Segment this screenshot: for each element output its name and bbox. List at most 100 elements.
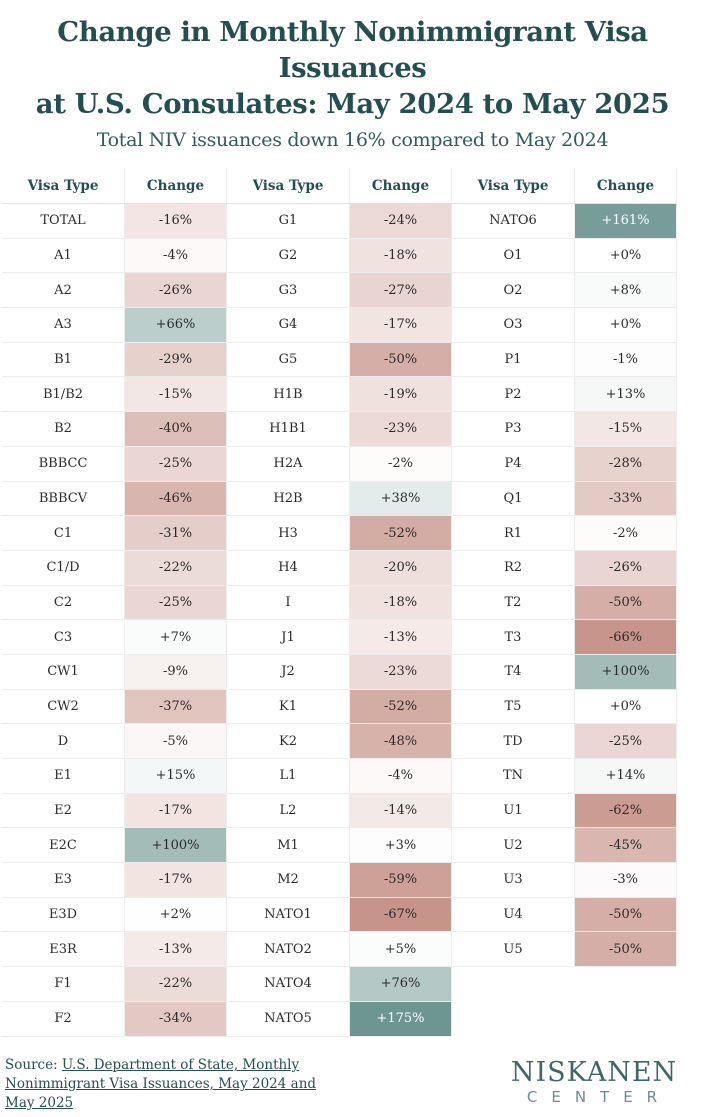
table-row: T5 +0% — [452, 689, 677, 725]
visa-type-cell: H3 — [278, 525, 298, 541]
visa-type-cell: G3 — [278, 282, 298, 298]
table-row: E3R -13% — [2, 932, 227, 968]
change-cell: -45% — [574, 828, 677, 863]
change-cell: -15% — [124, 377, 227, 412]
table-row: R2 -26% — [452, 550, 677, 586]
visa-type-cell: H1B — [273, 386, 303, 402]
table-row: R1 -2% — [452, 516, 677, 551]
change-cell: -29% — [124, 342, 227, 377]
change-cell: -26% — [124, 273, 227, 308]
visa-type-cell: BBBCC — [38, 456, 88, 472]
table-row: U2 -45% — [452, 828, 677, 864]
change-cell: +175% — [349, 1001, 452, 1036]
change-cell: -20% — [349, 550, 452, 585]
table-row: T3 -66% — [452, 620, 677, 655]
table-row: NATO4 +76% — [227, 967, 452, 1002]
table-row: H4 -20% — [227, 550, 452, 586]
table-row: TD -25% — [452, 724, 677, 759]
change-cell: -9% — [124, 654, 227, 689]
change-cell: -37% — [124, 689, 227, 724]
change-cell: -26% — [574, 550, 677, 585]
header-change: Change — [349, 168, 452, 203]
table-row: C1 -31% — [2, 516, 227, 551]
change-cell: -23% — [349, 654, 452, 689]
table-row: F1 -22% — [2, 967, 227, 1002]
table-row: C2 -25% — [2, 585, 227, 621]
change-cell: -17% — [349, 308, 452, 342]
table-row: G3 -27% — [227, 273, 452, 309]
change-cell: -4% — [349, 759, 452, 793]
table-row: E1 +15% — [2, 759, 227, 794]
table-row: T2 -50% — [452, 585, 677, 621]
chart-title-line-1: Change in Monthly Nonimmigrant Visa — [57, 16, 648, 48]
visa-type-cell: T3 — [504, 629, 522, 645]
visa-type-cell: E1 — [54, 768, 72, 784]
table-row: NATO2 +5% — [227, 932, 452, 968]
change-cell: -31% — [124, 516, 227, 550]
visa-type-cell: TD — [503, 733, 523, 749]
change-cell: -17% — [124, 863, 227, 897]
visa-type-cell: M2 — [277, 872, 299, 888]
table-header-row: Visa Type Change — [452, 168, 677, 204]
visa-type-cell: T2 — [504, 594, 522, 610]
change-cell: -2% — [349, 446, 452, 481]
table-row: NATO1 -67% — [227, 897, 452, 933]
visa-type-cell: H1B1 — [269, 421, 307, 437]
table-row: K1 -52% — [227, 689, 452, 725]
change-cell: -50% — [574, 932, 677, 967]
table-header-row: Visa Type Change — [2, 168, 227, 204]
visa-type-cell: NATO2 — [264, 941, 312, 957]
visa-type-cell: J1 — [281, 629, 295, 645]
table-row: B1/B2 -15% — [2, 377, 227, 413]
visa-type-cell: M1 — [277, 837, 299, 853]
change-cell: -4% — [124, 238, 227, 273]
visa-type-cell: U2 — [503, 837, 523, 853]
visa-type-cell: P4 — [504, 456, 522, 472]
visa-type-cell: T4 — [504, 664, 522, 680]
table-column-group: Visa Type Change G1 -24% G2 -18% G3 -27% G4 -17% G… — [227, 168, 452, 1037]
visa-type-cell: O2 — [503, 282, 523, 298]
visa-type-cell: R1 — [503, 525, 523, 541]
change-cell: -13% — [349, 620, 452, 654]
visa-type-cell: NATO4 — [264, 976, 312, 992]
visa-type-cell: CW2 — [47, 698, 79, 714]
visa-type-cell: J2 — [281, 664, 295, 680]
table-row: E2 -17% — [2, 793, 227, 829]
table-row: NATO5 +175% — [227, 1001, 452, 1037]
table-row: J2 -23% — [227, 654, 452, 690]
change-cell: +100% — [574, 654, 677, 689]
visa-type-cell: C1 — [53, 525, 73, 541]
table-row: M2 -59% — [227, 863, 452, 898]
visa-type-cell: K2 — [279, 733, 297, 749]
change-cell: +14% — [574, 759, 677, 793]
chart-subtitle: Total NIV issuances down 16% compared to… — [96, 129, 609, 151]
change-cell: +66% — [124, 308, 227, 342]
visa-type-cell: E3 — [54, 872, 72, 888]
table-row: E3D +2% — [2, 897, 227, 933]
change-cell: -48% — [349, 724, 452, 758]
table-row: G1 -24% — [227, 204, 452, 239]
visa-type-cell: U4 — [503, 907, 523, 923]
visa-type-cell: H2B — [273, 490, 303, 506]
change-cell: -52% — [349, 689, 452, 724]
change-cell: +38% — [349, 481, 452, 516]
table-row: H1B1 -23% — [227, 412, 452, 447]
table-row: O1 +0% — [452, 238, 677, 274]
table-row: P2 +13% — [452, 377, 677, 413]
table-row: A2 -26% — [2, 273, 227, 309]
visa-type-cell: E2C — [49, 837, 77, 853]
table-column-group: Visa Type Change TOTAL -16% A1 -4% A2 -26% A3 +66… — [2, 168, 227, 1037]
change-cell: -22% — [124, 967, 227, 1001]
visa-type-cell: U3 — [503, 872, 523, 888]
visa-type-cell: A3 — [54, 317, 72, 333]
visa-type-cell: U1 — [503, 803, 523, 819]
source-link[interactable]: U.S. Department of State, Monthly Nonimm… — [5, 1057, 317, 1111]
visa-type-cell: B1 — [54, 352, 72, 368]
change-cell: -16% — [124, 204, 227, 238]
visa-type-cell: C2 — [53, 594, 73, 610]
change-cell: -50% — [574, 897, 677, 932]
change-cell: +5% — [349, 932, 452, 967]
change-cell: -27% — [349, 273, 452, 308]
change-cell: -34% — [124, 1001, 227, 1036]
table-row: G2 -18% — [227, 238, 452, 274]
